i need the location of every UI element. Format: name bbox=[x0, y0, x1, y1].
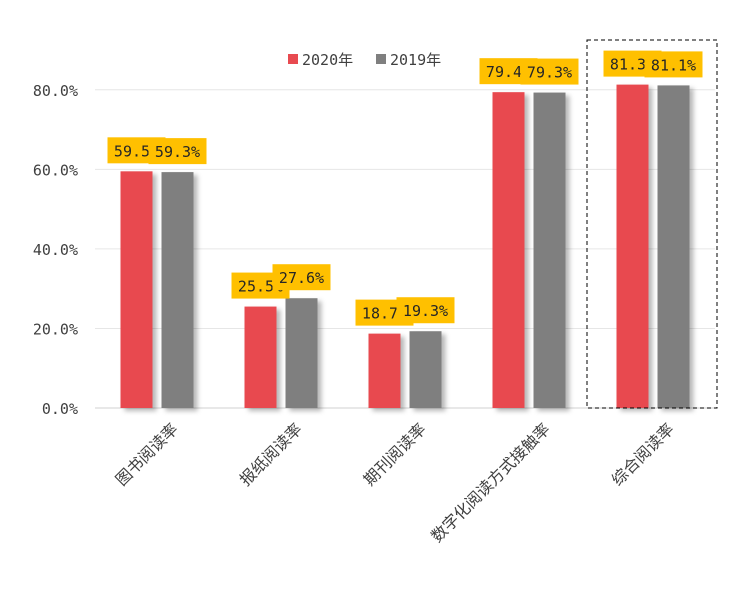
data-label: 79.3% bbox=[527, 64, 572, 82]
bar-series1 bbox=[244, 306, 277, 408]
bar-series1 bbox=[492, 92, 525, 409]
data-label-box bbox=[396, 297, 455, 324]
data-label: 81.1% bbox=[651, 56, 696, 74]
data-label-box bbox=[148, 138, 207, 165]
bar-series1 bbox=[368, 333, 401, 408]
data-label-box bbox=[520, 58, 579, 85]
bar-series2 bbox=[657, 85, 690, 408]
y-tick-label: 20.0% bbox=[33, 320, 78, 338]
x-category-label: 图书阅读率 bbox=[112, 419, 182, 489]
legend: 2020年 2019年 bbox=[288, 51, 441, 69]
bar-series2 bbox=[285, 298, 318, 408]
data-label: 18.7% bbox=[362, 305, 407, 323]
x-category-label: 报纸阅读率 bbox=[236, 419, 306, 489]
x-category-label: 期刊阅读率 bbox=[360, 419, 430, 489]
data-label: 25.5% bbox=[238, 278, 283, 296]
data-label: 27.6% bbox=[279, 269, 324, 287]
data-label-box bbox=[272, 264, 331, 291]
x-category-label: 数字化阅读方式接触率 bbox=[427, 419, 554, 546]
bars bbox=[120, 84, 690, 409]
bar-series2 bbox=[409, 331, 442, 408]
data-label: 59.3% bbox=[155, 143, 200, 161]
y-tick-label: 0.0% bbox=[42, 400, 78, 418]
y-tick-label: 80.0% bbox=[33, 82, 78, 100]
legend-swatch bbox=[288, 54, 298, 64]
legend-swatch bbox=[376, 54, 386, 64]
data-label-box bbox=[644, 51, 703, 78]
data-label: 59.5% bbox=[114, 142, 159, 160]
highlight-box bbox=[586, 39, 718, 409]
data-labels: 59.5%59.3% 25.5%27.6% 18.7%19.3% 79.4%79.3%… bbox=[107, 50, 703, 326]
data-label: 81.3% bbox=[610, 56, 655, 74]
bar-series2 bbox=[533, 92, 566, 408]
bar-series1 bbox=[616, 84, 649, 409]
y-tick-label: 40.0% bbox=[33, 241, 78, 259]
highlight-dashed-box bbox=[586, 39, 718, 409]
bar-series2 bbox=[161, 172, 194, 408]
gridlines bbox=[95, 89, 715, 329]
legend-label: 2019年 bbox=[390, 51, 441, 69]
y-tick-label: 60.0% bbox=[33, 161, 78, 179]
data-label: 19.3% bbox=[403, 302, 448, 320]
legend-label: 2020年 bbox=[302, 51, 353, 69]
data-label: 79.4% bbox=[486, 63, 531, 81]
bar-series1 bbox=[120, 171, 153, 408]
x-category-label: 综合阅读率 bbox=[608, 419, 678, 489]
